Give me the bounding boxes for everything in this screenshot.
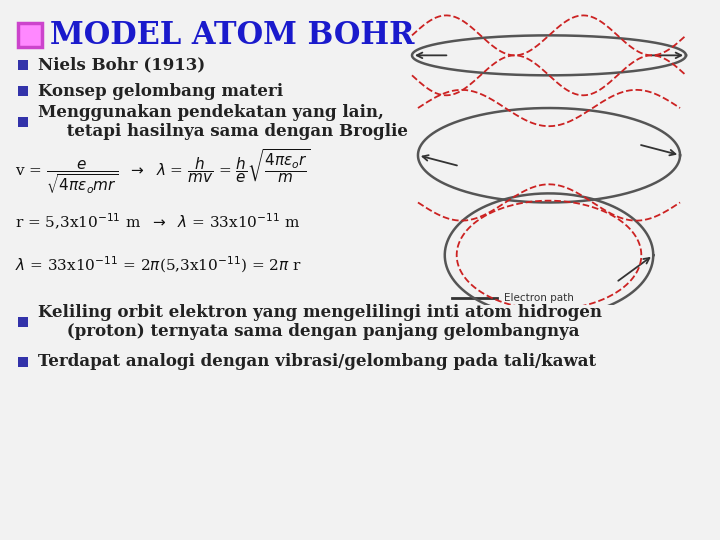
Text: Terdapat analogi dengan vibrasi/gelombang pada tali/kawat: Terdapat analogi dengan vibrasi/gelomban… — [38, 354, 596, 370]
FancyBboxPatch shape — [18, 117, 28, 127]
Text: Keliling orbit elektron yang mengelilingi inti atom hidrogen
     (proton) terny: Keliling orbit elektron yang mengeliling… — [38, 303, 602, 340]
Text: Menggunakan pendekatan yang lain,
     tetapi hasilnya sama dengan Broglie: Menggunakan pendekatan yang lain, tetapi… — [38, 104, 408, 140]
FancyBboxPatch shape — [18, 357, 28, 367]
Text: $\lambda$ = 33x10$^{-11}$ = 2$\pi$(5,3x10$^{-11}$) = 2$\pi$ r: $\lambda$ = 33x10$^{-11}$ = 2$\pi$(5,3x1… — [15, 255, 302, 275]
Text: r = 5,3x10$^{-11}$ m  $\rightarrow$  $\lambda$ = 33x10$^{-11}$ m: r = 5,3x10$^{-11}$ m $\rightarrow$ $\lam… — [15, 212, 300, 232]
Text: Niels Bohr (1913): Niels Bohr (1913) — [38, 57, 205, 73]
FancyBboxPatch shape — [18, 23, 42, 47]
Text: Konsep gelombang materi: Konsep gelombang materi — [38, 83, 283, 99]
FancyBboxPatch shape — [18, 60, 28, 70]
Text: Electron path: Electron path — [504, 293, 575, 303]
FancyBboxPatch shape — [18, 86, 28, 96]
FancyBboxPatch shape — [18, 317, 28, 327]
Text: v = $\dfrac{e}{\sqrt{4\pi\varepsilon_o mr}}$  $\rightarrow$  $\lambda$ = $\dfrac: v = $\dfrac{e}{\sqrt{4\pi\varepsilon_o m… — [15, 147, 310, 197]
Text: MODEL ATOM BOHR: MODEL ATOM BOHR — [50, 19, 415, 51]
